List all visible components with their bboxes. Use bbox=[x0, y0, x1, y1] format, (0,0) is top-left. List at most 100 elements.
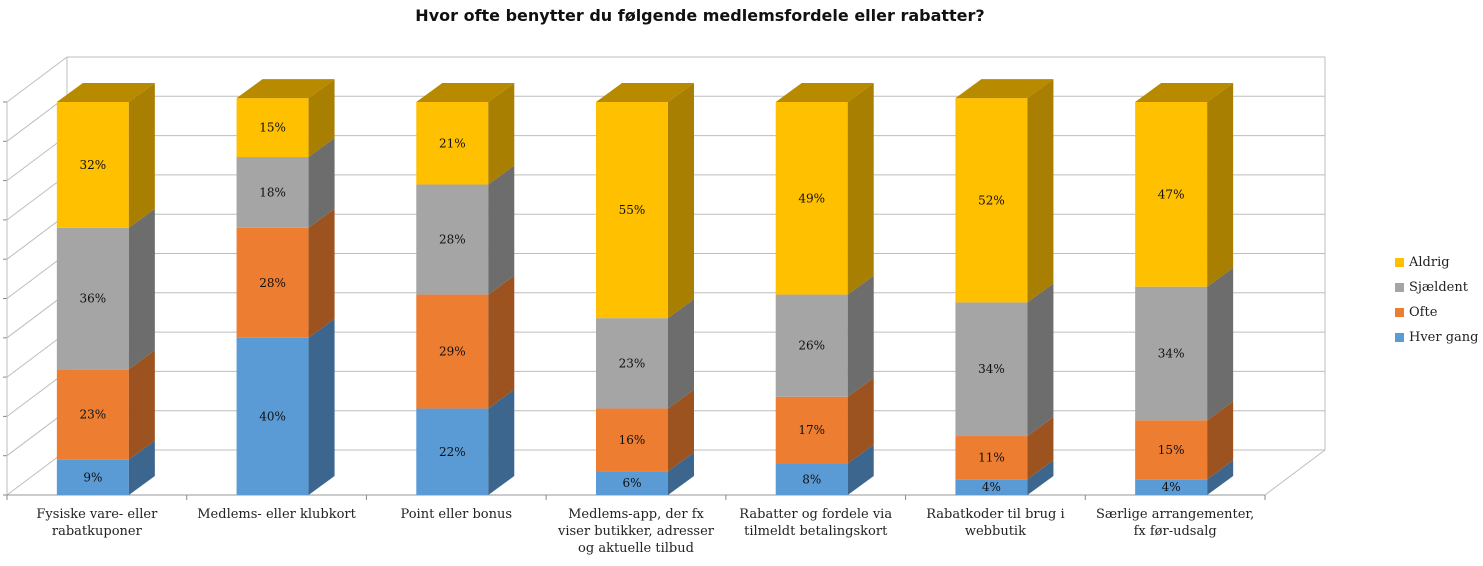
bar-side bbox=[1027, 79, 1054, 303]
bar-front bbox=[416, 408, 489, 495]
data-label: 4% bbox=[982, 480, 1001, 494]
bar-segment: 34% bbox=[1135, 267, 1234, 421]
bar-side bbox=[308, 208, 335, 338]
legend-swatch bbox=[1395, 308, 1404, 317]
bar-front bbox=[955, 302, 1028, 437]
bar-segment: 36% bbox=[56, 208, 155, 370]
bar-front bbox=[56, 459, 129, 495]
data-label: 6% bbox=[622, 476, 641, 490]
bar-front bbox=[236, 227, 309, 338]
bar-front bbox=[596, 102, 668, 319]
bar-side bbox=[308, 79, 335, 158]
bar-segment: 52% bbox=[955, 79, 1054, 303]
bar-front bbox=[596, 318, 668, 409]
bar-side bbox=[1207, 267, 1234, 421]
bar-front bbox=[1135, 102, 1208, 287]
bar-side bbox=[128, 350, 155, 460]
bar-side bbox=[1027, 283, 1054, 437]
bar-side bbox=[1207, 460, 1234, 495]
bar-top bbox=[596, 83, 694, 102]
bar-front bbox=[596, 408, 668, 472]
bar-side bbox=[668, 452, 694, 495]
data-label: 21% bbox=[439, 136, 466, 150]
x-tick-label: Fysiske vare- eller rabatkuponer bbox=[36, 507, 158, 539]
bar-front bbox=[416, 294, 489, 409]
legend-entry: Hver gang bbox=[1395, 325, 1479, 350]
legend-entry: Ofte bbox=[1395, 300, 1479, 325]
chart-title: Hvor ofte benytter du følgende medlemsfo… bbox=[415, 6, 985, 25]
bar-side bbox=[488, 165, 515, 295]
bar-front bbox=[775, 463, 848, 495]
bar-segment: 29% bbox=[416, 275, 515, 409]
bar-side bbox=[1027, 460, 1054, 495]
bar-segment: 49% bbox=[775, 83, 874, 295]
bar-side bbox=[847, 377, 874, 464]
bar-front bbox=[56, 102, 129, 228]
bar-segment: 9% bbox=[56, 440, 155, 495]
legend-label: Ofte bbox=[1409, 305, 1438, 320]
legend-swatch bbox=[1395, 333, 1404, 342]
data-label: 36% bbox=[80, 292, 107, 306]
data-label: 16% bbox=[619, 433, 646, 447]
bar-side bbox=[488, 83, 515, 185]
bar-segment: 26% bbox=[775, 275, 874, 397]
bar-front bbox=[416, 184, 489, 295]
data-label: 28% bbox=[259, 276, 286, 290]
legend-label: Hver gang bbox=[1409, 330, 1479, 345]
data-label: 15% bbox=[1158, 443, 1185, 457]
data-label: 52% bbox=[978, 193, 1005, 207]
bar-side bbox=[128, 208, 155, 370]
data-label: 23% bbox=[80, 407, 107, 421]
bar-side bbox=[128, 83, 155, 228]
bar-segment: 4% bbox=[955, 460, 1054, 495]
bar-segment: 34% bbox=[955, 283, 1054, 437]
bar-front bbox=[955, 98, 1028, 303]
legend-label: Aldrig bbox=[1409, 255, 1450, 270]
bar-front bbox=[1135, 420, 1208, 480]
bar-side bbox=[1027, 417, 1054, 480]
bar-front bbox=[416, 102, 489, 185]
data-label: 29% bbox=[439, 345, 466, 359]
bar-front bbox=[236, 98, 309, 158]
bar-top bbox=[1135, 83, 1234, 102]
data-label: 11% bbox=[978, 451, 1005, 465]
bar-segment: 16% bbox=[596, 389, 694, 472]
bar-segment: 4% bbox=[1135, 460, 1234, 495]
data-label: 26% bbox=[798, 339, 825, 353]
data-label: 17% bbox=[798, 423, 825, 437]
data-label: 18% bbox=[259, 185, 286, 199]
bar-front bbox=[775, 102, 848, 295]
x-tick-label: Særlige arrangementer, fx før-udsalg bbox=[1095, 507, 1255, 539]
bar-side bbox=[1207, 83, 1234, 287]
bar-top bbox=[775, 83, 874, 102]
bar-segment: 18% bbox=[236, 138, 335, 228]
data-label: 32% bbox=[80, 158, 107, 172]
bar-top bbox=[56, 83, 155, 102]
bar-segment: 47% bbox=[1135, 83, 1234, 287]
bar-top bbox=[236, 79, 335, 99]
bar-front bbox=[56, 227, 129, 370]
bar-side bbox=[668, 83, 694, 319]
bar-front bbox=[1135, 286, 1208, 421]
bar-front bbox=[236, 157, 309, 228]
bar-front bbox=[955, 479, 1028, 495]
bar-side bbox=[308, 138, 335, 228]
bar-segment: 55% bbox=[596, 83, 694, 319]
bar-side bbox=[1207, 401, 1234, 480]
data-label: 23% bbox=[619, 356, 646, 370]
bar-segment: 40% bbox=[236, 318, 335, 495]
legend-entry: Sjældent bbox=[1395, 275, 1479, 300]
data-label: 4% bbox=[1162, 480, 1181, 494]
data-label: 15% bbox=[259, 121, 286, 135]
data-label: 40% bbox=[259, 409, 286, 423]
x-tick-label: Rabatkoder til brug i webbutik bbox=[926, 507, 1065, 539]
bar-side bbox=[847, 444, 874, 495]
x-tick-label: Medlems- eller klubkort bbox=[197, 507, 356, 522]
bar-front bbox=[236, 337, 309, 495]
bar-front bbox=[955, 436, 1028, 480]
bar-segment: 23% bbox=[596, 299, 694, 409]
data-label: 22% bbox=[439, 445, 466, 459]
x-tick-label: Rabatter og fordele via tilmeldt betalin… bbox=[739, 507, 893, 539]
bar-segment: 11% bbox=[955, 417, 1054, 480]
